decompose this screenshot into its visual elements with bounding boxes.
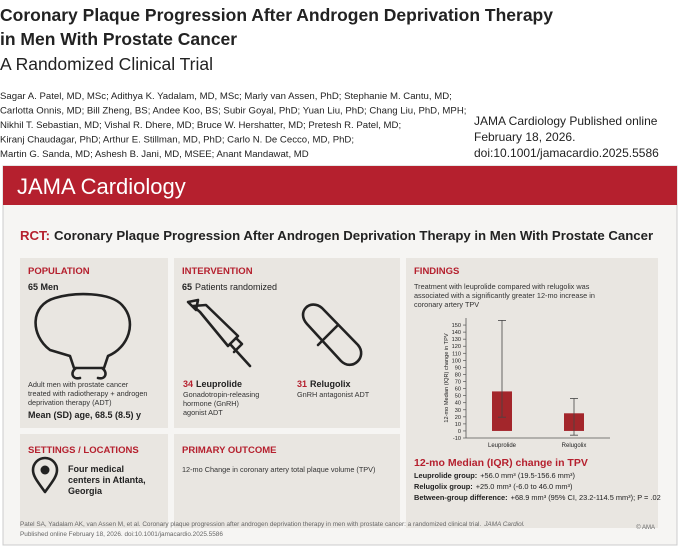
citation: February 18, 2026. (474, 130, 575, 144)
text: Georgia (68, 486, 103, 496)
subtitle: A Randomized Clinical Trial (0, 54, 213, 74)
result-label: Leuprolide group: (414, 471, 477, 480)
result-text: +56.0 mm³ (19.5-156.6 mm³) (480, 471, 575, 480)
y-tick-label: 40 (455, 401, 461, 407)
x-tick-label: Relugolix (562, 443, 587, 449)
heading: SETTINGS / LOCATIONS (28, 445, 139, 456)
count-text: Patients randomized (195, 282, 277, 292)
authors: Nikhil T. Sebastian, MD; Vishal R. Dhere… (0, 120, 401, 131)
footer-text: Patel SA, Yadalam AK, van Assen M, et al… (20, 521, 481, 528)
panel (406, 258, 658, 528)
syringe-icon (186, 298, 252, 368)
y-tick-label: 10 (455, 422, 461, 428)
result: Between-group difference: +68.9 mm³ (95% … (414, 493, 661, 502)
capsule-icon (301, 303, 363, 367)
arm-n: 31 (297, 379, 307, 389)
count: 65 Patients randomized (182, 282, 277, 292)
text: GnRH antagonist ADT (297, 390, 370, 399)
rct-title: RCT: Coronary Plaque Progression After An… (20, 228, 653, 243)
rct-text: Coronary Plaque Progression After Androg… (54, 228, 653, 243)
bladder-icon (34, 292, 132, 380)
title: Coronary Plaque Progression After Androg… (0, 5, 553, 25)
authors: Sagar A. Patel, MD, MSc; Adithya K. Yada… (0, 91, 452, 102)
authors: Carlotta Onnis, MD; Bill Zheng, BS; Ande… (0, 106, 466, 117)
heading: PRIMARY OUTCOME (182, 445, 276, 456)
authors: Kiranj Chaudagar, PhD; Arthur E. Stillma… (0, 135, 354, 146)
text: hormone (GnRH) (183, 399, 239, 408)
footer-journal: JAMA Cardiol. (483, 521, 525, 528)
rct-label: RCT: (20, 228, 50, 243)
y-tick-label: 150 (452, 323, 461, 329)
panels (20, 258, 658, 528)
result-heading: 12-mo Median (IQR) change in TPV (414, 457, 588, 469)
heading: POPULATION (28, 266, 90, 277)
text: Treatment with leuprolide compared with … (414, 282, 590, 291)
y-tick-label: 70 (455, 380, 461, 386)
header: Coronary Plaque Progression After Androg… (0, 5, 659, 160)
result-text: +25.0 mm³ (-6.0 to 46.0 mm³) (476, 482, 573, 491)
copyright: © AMA (636, 524, 655, 531)
y-tick-label: -10 (453, 436, 461, 442)
y-tick-label: 90 (455, 365, 461, 371)
y-tick-label: 80 (455, 372, 461, 378)
title: in Men With Prostate Cancer (0, 29, 237, 49)
text: associated with a significantly greater … (414, 291, 595, 300)
y-tick-label: 140 (452, 330, 461, 336)
y-tick-label: 60 (455, 387, 461, 393)
result: Relugolix group: +25.0 mm³ (-6.0 to 46.0 … (414, 482, 572, 491)
heading: INTERVENTION (182, 266, 253, 277)
result-label: Between-group difference: (414, 493, 508, 502)
text: Gonadotropin-releasing (183, 390, 259, 399)
text: treated with radiotherapy + androgen (28, 389, 147, 398)
result-text: +68.9 mm³ (95% CI, 23.2-114.5 mm³); P = … (511, 493, 661, 502)
result: Leuprolide group: +56.0 mm³ (19.5-156.6 m… (414, 471, 575, 480)
x-tick-label: Leuprolide (488, 443, 517, 449)
y-tick-label: 0 (458, 429, 461, 435)
heading: FINDINGS (414, 266, 459, 277)
panel (20, 434, 168, 528)
footer: Published online February 18, 2026. doi:… (20, 531, 223, 538)
count-number: 65 (182, 282, 192, 292)
y-tick-label: 30 (455, 408, 461, 414)
footer: Patel SA, Yadalam AK, van Assen M, et al… (20, 521, 525, 528)
text: deprivation therapy (ADT) (28, 398, 112, 407)
text: 12-mo Change in coronary artery total pl… (182, 465, 375, 474)
y-tick-label: 120 (452, 344, 461, 350)
arm-name: Leuprolide (196, 379, 242, 389)
pin-dot (40, 465, 50, 475)
text: Adult men with prostate cancer (28, 380, 129, 389)
text: coronary artery TPV (414, 300, 479, 309)
y-tick-label: 100 (452, 358, 461, 364)
arm-name: Relugolix (310, 379, 351, 389)
y-tick-label: 20 (455, 415, 461, 421)
y-tick-label: 50 (455, 394, 461, 400)
count: 65 Men (28, 282, 59, 292)
panel (174, 258, 400, 428)
pin-icon (31, 456, 59, 494)
citation: JAMA Cardiology Published online (474, 114, 658, 128)
panel (174, 434, 400, 528)
text: agonist ADT (183, 408, 223, 417)
citation: doi:10.1001/jamacardio.2025.5586 (474, 146, 659, 160)
y-tick-label: 130 (452, 337, 461, 343)
arm-n: 34 (183, 379, 193, 389)
banner (3, 166, 677, 205)
authors: Martin G. Sanda, MD; Ashesh B. Jani, MD,… (0, 149, 309, 160)
panel (20, 258, 168, 428)
result-label: Relugolix group: (414, 482, 473, 491)
age: Mean (SD) age, 68.5 (8.5) y (28, 410, 141, 420)
arm: 31 Relugolix (297, 379, 351, 389)
y-tick-label: 110 (452, 351, 461, 357)
banner-title: JAMA Cardiology (17, 174, 186, 199)
text: Four medical (68, 464, 124, 474)
arm: 34 Leuprolide (183, 379, 242, 389)
text: centers in Atlanta, (68, 475, 146, 485)
y-axis-label: 12-mo Median (IQR) change in TPV (444, 333, 450, 422)
